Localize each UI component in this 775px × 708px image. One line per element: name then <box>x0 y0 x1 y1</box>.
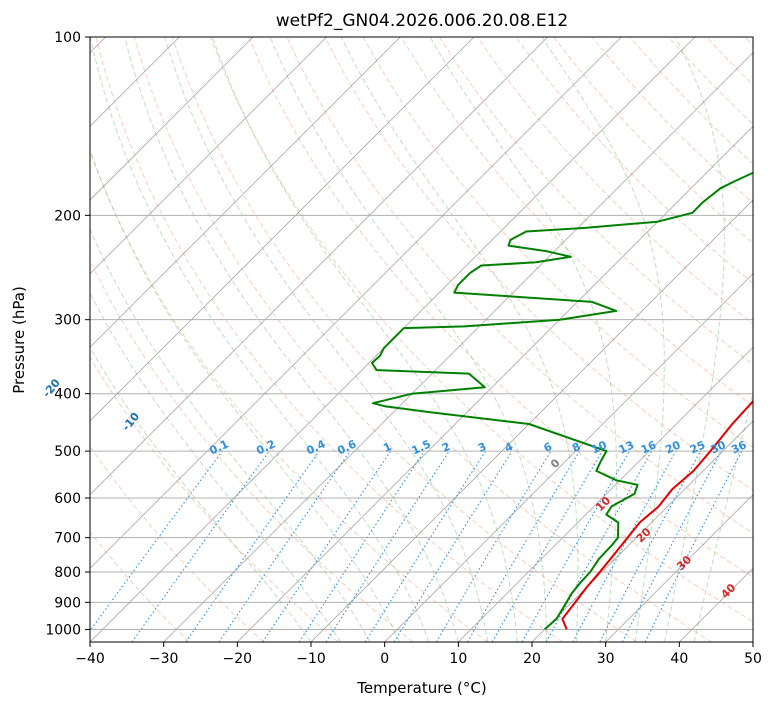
moist-adiabat-line <box>90 37 430 642</box>
y-tick-label: 700 <box>54 531 81 547</box>
dry-adiabat-line <box>324 37 753 491</box>
y-tick-label: 1000 <box>45 622 81 638</box>
isotherm-line <box>605 494 753 642</box>
dry-adiabat-line <box>90 150 488 642</box>
mixing-ratio-line <box>185 450 320 642</box>
moist-adiabat-line <box>429 37 617 642</box>
isotherm-line <box>531 420 753 642</box>
x-tick-label: 10 <box>449 651 467 667</box>
isotherm-line <box>90 37 401 348</box>
y-axis-label: Pressure (hPa) <box>10 286 28 394</box>
isotherm-line <box>237 125 753 642</box>
x-axis-label: Temperature (°C) <box>356 679 486 697</box>
isotherm-line <box>310 199 753 642</box>
plot-area <box>90 37 753 642</box>
dry-adiabat-line <box>171 37 712 642</box>
dry-adiabat-line <box>90 531 190 642</box>
axes: −40 −30 −20 −10 0 10 20 30 40 50 100 200 300 400 500 60… <box>45 30 762 667</box>
dry-adiabat-line <box>95 37 563 642</box>
mixing-ratio-label: 25 <box>688 438 707 456</box>
mixing-ratio-line <box>298 450 425 642</box>
moist-adiabat-line <box>90 292 341 642</box>
mixing-ratio-line <box>262 450 392 642</box>
temperature-profile-line <box>561 399 753 630</box>
dry-adiabat-line <box>133 37 638 642</box>
mixing-ratio-line <box>545 450 653 642</box>
dry-adiabat-line <box>90 445 264 642</box>
y-tick-label: 200 <box>54 208 81 224</box>
mixing-ratio-line <box>393 450 513 642</box>
mixing-ratio-label: 30 <box>708 438 728 456</box>
dry-adiabat-line <box>515 37 753 284</box>
x-tick-label: −10 <box>296 651 326 667</box>
x-tick-label: 50 <box>744 651 762 667</box>
isotherm-line <box>90 37 254 201</box>
mixing-ratio-line <box>90 450 223 632</box>
x-tick-label: −30 <box>149 651 179 667</box>
y-tick-label: 500 <box>54 444 81 460</box>
dry-adiabat-line <box>248 37 753 578</box>
y-tick-label: 800 <box>54 565 81 581</box>
isotherm-line <box>90 37 475 422</box>
x-tick-label: 30 <box>597 651 615 667</box>
y-tick-label: 600 <box>54 491 81 507</box>
x-tick-label: −20 <box>223 651 253 667</box>
isotherm-line <box>90 37 548 496</box>
isotherm-line <box>90 37 327 275</box>
mixing-ratio-label: 10 <box>589 438 609 456</box>
mixing-ratio-line <box>521 450 630 642</box>
mixing-ratio-label: 16 <box>639 438 659 456</box>
y-tick-label: 300 <box>54 313 81 329</box>
mixing-ratio-line <box>572 450 677 642</box>
isotherm-line <box>384 273 753 642</box>
isotherm-line <box>163 52 753 642</box>
mixing-ratio-line <box>218 450 351 642</box>
moist-adiabat-line <box>164 37 489 642</box>
dry-adiabat-line <box>210 37 753 623</box>
moist-adiabat-line <box>211 37 518 642</box>
mixing-ratio-line <box>325 450 450 642</box>
x-tick-label: −40 <box>75 651 105 667</box>
x-tick-label: 40 <box>670 651 688 667</box>
x-tick-label: 20 <box>523 651 541 667</box>
moist-adiabat-line <box>90 228 371 642</box>
moist-adiabat-line <box>664 37 725 642</box>
dry-adiabat-line <box>400 37 753 407</box>
mixing-ratio-label: 36 <box>729 438 749 456</box>
moist-adiabat-line <box>124 37 459 642</box>
plot-frame <box>89 36 754 643</box>
moist-adiabat-line <box>693 390 753 642</box>
isotherm-line <box>90 37 622 569</box>
moist-adiabat-line <box>541 37 665 642</box>
dewpoint-profile-line <box>371 171 753 631</box>
moist-adiabat-line <box>90 148 400 642</box>
mixing-ratio-line <box>131 450 270 642</box>
mixing-ratio-line <box>644 450 743 642</box>
chart-title: wetPf2_GN04.2026.006.20.08.E12 <box>276 11 568 31</box>
y-tick-label: 400 <box>54 387 81 403</box>
y-tick-label: 900 <box>54 595 81 611</box>
dry-adiabat-line <box>438 37 753 366</box>
x-tick-label: 0 <box>380 651 389 667</box>
isotherm-line <box>458 346 753 642</box>
mixing-ratio-label: 13 <box>617 438 636 456</box>
y-tick-label: 100 <box>54 30 81 46</box>
dry-adiabat-line <box>90 356 339 642</box>
mixing-ratio-label: 20 <box>663 438 683 456</box>
